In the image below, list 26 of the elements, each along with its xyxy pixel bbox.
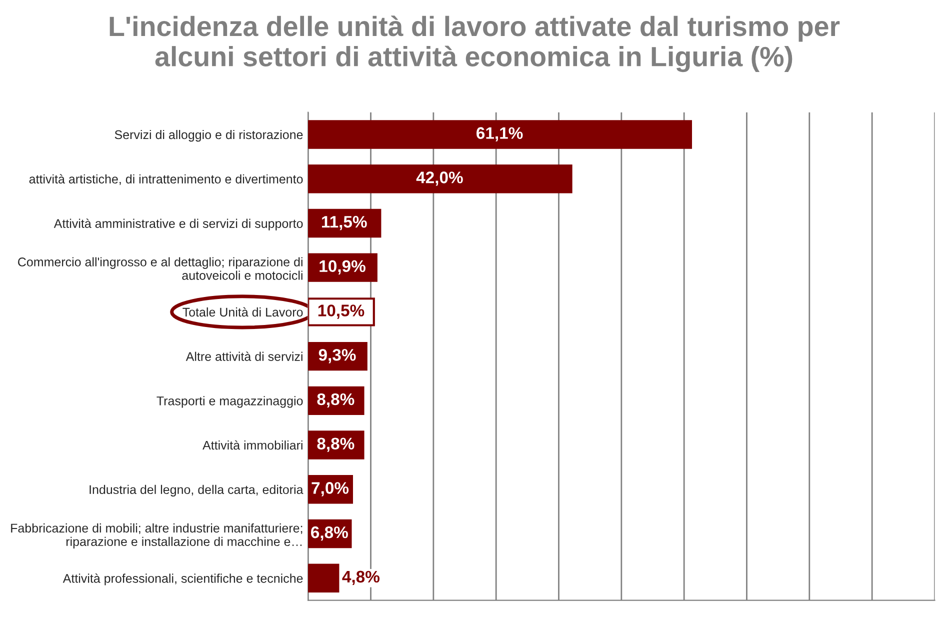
data-label: 6,8% bbox=[311, 526, 348, 541]
data-label: 42,0% bbox=[416, 172, 463, 186]
data-label: 61,1% bbox=[476, 127, 523, 142]
data-label: 10,9% bbox=[320, 260, 366, 274]
chart-title: L'incidenza delle unità di lavoro attivate dal turismo per alcuni settori di attività economica in Liguria (%) bbox=[110, 16, 840, 72]
data-label: 4,8% bbox=[342, 570, 380, 585]
y-tick-label: Servizi di alloggio e di ristorazione bbox=[114, 130, 303, 142]
y-tick-label: Attività professionali, scientifiche e tecniche bbox=[62, 574, 303, 586]
bar bbox=[308, 120, 692, 149]
data-label: 8,8% bbox=[317, 393, 354, 408]
y-tick-label: Attività immobiliari bbox=[202, 440, 302, 450]
bar bbox=[308, 564, 340, 592]
data-label: 10,5% bbox=[318, 304, 364, 319]
y-tick-label: Commercio all'ingrosso e al dettaglio; riparazione di autoveicoli e motocicli bbox=[18, 257, 302, 280]
y-tick-label: Fabbricazione di mobili; altre industrie manifatturiere; riparazione e installazione di macchine e… bbox=[11, 523, 302, 549]
data-label: 11,5% bbox=[322, 216, 367, 230]
data-label: 7,0% bbox=[312, 482, 349, 496]
data-label: 8,8% bbox=[317, 438, 354, 452]
data-label: 9,3% bbox=[318, 348, 356, 364]
y-tick-label: attività artistiche, di intrattenimento e divertimento bbox=[29, 174, 303, 185]
bar bbox=[308, 164, 572, 194]
y-tick-label: Trasporti e magazzinaggio bbox=[156, 396, 303, 408]
y-tick-label: Totale Unità di Lavoro bbox=[182, 307, 303, 317]
y-tick-label: Altre attività di servizi bbox=[186, 352, 302, 361]
y-tick-label: Attività amministrative e di servizi di supporto bbox=[54, 218, 303, 230]
y-tick-label: Industria del legno, della carta, editoria bbox=[90, 484, 304, 497]
